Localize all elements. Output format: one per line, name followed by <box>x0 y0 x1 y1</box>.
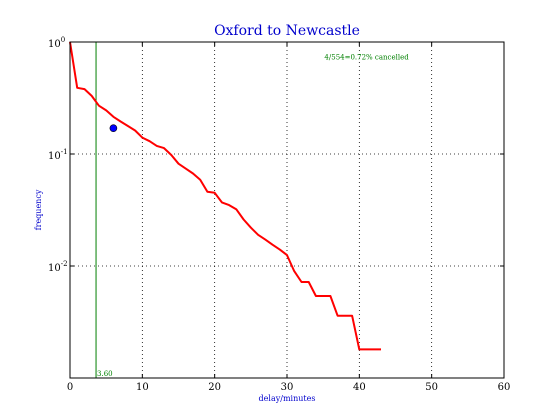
x-tick-label: 30 <box>281 382 294 393</box>
x-tick-label: 0 <box>67 382 73 393</box>
axis-ticks: 0 10 20 30 40 50 60 100 10-1 10-2 <box>48 36 510 393</box>
y-tick-label: 100 <box>48 36 65 50</box>
delay-frequency-line <box>69 41 381 351</box>
x-axis-label: delay/minutes <box>259 394 316 403</box>
median-label: 3.60 <box>97 370 113 378</box>
y-tick-label: 10-1 <box>48 148 68 162</box>
y-axis-label: frequency <box>34 189 43 230</box>
y-tick-label: 10-2 <box>48 260 68 274</box>
chart-title: Oxford to Newcastle <box>214 23 360 39</box>
plot-area: 3.60 4/554=0.72% cancelled <box>69 41 409 378</box>
grid-lines <box>70 42 504 378</box>
cancelled-annotation: 4/554=0.72% cancelled <box>324 53 409 61</box>
mean-point <box>109 124 118 132</box>
x-tick-label: 40 <box>353 382 366 393</box>
x-tick-label: 50 <box>425 382 438 393</box>
x-tick-label: 10 <box>136 382 149 393</box>
x-tick-label: 20 <box>208 382 221 393</box>
x-tick-label: 60 <box>498 382 511 393</box>
